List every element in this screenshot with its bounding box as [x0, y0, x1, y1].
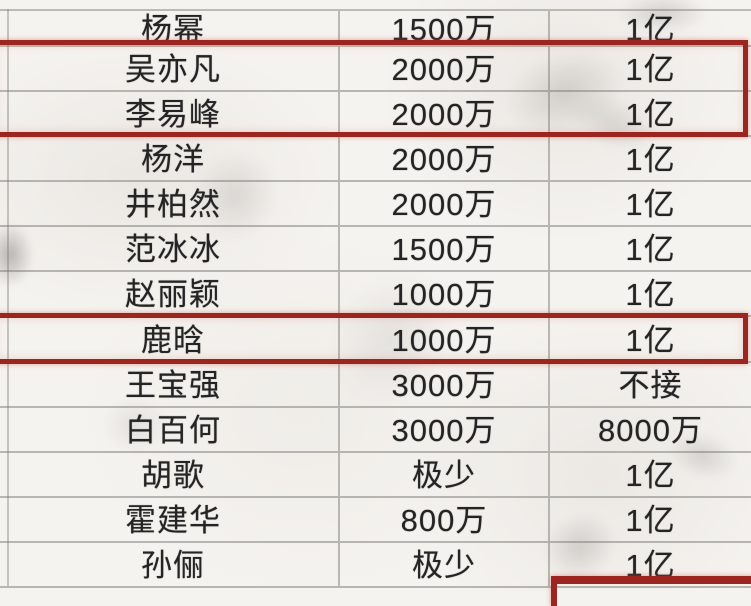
fee-col2-value: 1亿 — [625, 547, 676, 583]
table-row: 孙俪 极少 1亿 — [0, 542, 751, 588]
table-row: 杨洋 2000万 1亿 — [0, 137, 751, 183]
fee-col2-value: 不接 — [618, 367, 683, 403]
table-row: 赵丽颖 1000万 1亿 — [0, 272, 751, 318]
background-mottle — [0, 0, 751, 591]
fee-col2-value: 1亿 — [625, 142, 676, 178]
celebrity-name: 杨幂 — [0, 11, 340, 45]
celebrity-name: 杨洋 — [0, 137, 340, 181]
table-row: 井柏然 2000万 1亿 — [0, 182, 751, 228]
celebrity-name: 鹿晗 — [0, 317, 340, 361]
fee-col2-value: 1亿 — [625, 457, 676, 493]
fee-col2-value: 1亿 — [625, 502, 676, 538]
table-row: 李易峰 2000万 1亿 — [0, 92, 751, 138]
celebrity-name: 范冰冰 — [0, 227, 340, 271]
fee-col2-value: 1亿 — [625, 97, 676, 133]
table-row: 白百何 3000万 8000万 — [0, 407, 751, 453]
fee-col1-value: 1000万 — [340, 317, 550, 361]
table-row: 吴亦凡 2000万 1亿 — [0, 47, 751, 93]
celebrity-name: 王宝强 — [0, 362, 340, 406]
fee-col1-value: 3000万 — [340, 407, 550, 451]
celebrity-name: 赵丽颖 — [0, 272, 340, 316]
fee-col1-value: 极少 — [340, 542, 550, 586]
fee-col1-value: 1500万 — [340, 11, 550, 45]
fee-col1-value: 800万 — [340, 497, 550, 541]
celebrity-name: 井柏然 — [0, 182, 340, 226]
celebrity-name: 霍建华 — [0, 497, 340, 541]
celebrity-name: 白百何 — [0, 407, 340, 451]
table-row: 杨幂 1500万 1亿 — [0, 11, 751, 47]
fee-col1-value: 2000万 — [340, 137, 550, 181]
table-row: 王宝强 3000万 不接 — [0, 362, 751, 408]
fee-col1-value: 1500万 — [340, 227, 550, 271]
table-left-border — [7, 9, 9, 586]
fee-table: 杨幂 1500万 1亿 吴亦凡 2000万 1亿 李易峰 2000万 1亿 杨洋… — [0, 9, 751, 588]
table-row: 霍建华 800万 1亿 — [0, 497, 751, 543]
fee-col1-value: 2000万 — [340, 182, 550, 226]
fee-col2-value: 1亿 — [625, 232, 676, 268]
fee-col2-value: 1亿 — [625, 322, 676, 358]
fee-col2-value: 1亿 — [625, 52, 676, 88]
fee-col1-value: 2000万 — [340, 47, 550, 91]
fee-col2-value: 1亿 — [625, 187, 676, 223]
table-row: 胡歌 极少 1亿 — [0, 452, 751, 498]
fee-col1-value: 极少 — [340, 452, 550, 496]
table-row: 鹿晗 1000万 1亿 — [0, 317, 751, 363]
fee-col1-value: 2000万 — [340, 92, 550, 136]
fee-col1-value: 3000万 — [340, 362, 550, 406]
fee-col2-value: 8000万 — [598, 412, 703, 448]
celebrity-name: 吴亦凡 — [0, 47, 340, 91]
fee-col1-value: 1000万 — [340, 272, 550, 316]
fee-col2-value: 1亿 — [625, 11, 676, 47]
celebrity-name: 胡歌 — [0, 452, 340, 496]
fee-col2-value: 1亿 — [625, 277, 676, 313]
celebrity-name: 孙俪 — [0, 542, 340, 586]
table-row: 范冰冰 1500万 1亿 — [0, 227, 751, 273]
celebrity-name: 李易峰 — [0, 92, 340, 136]
